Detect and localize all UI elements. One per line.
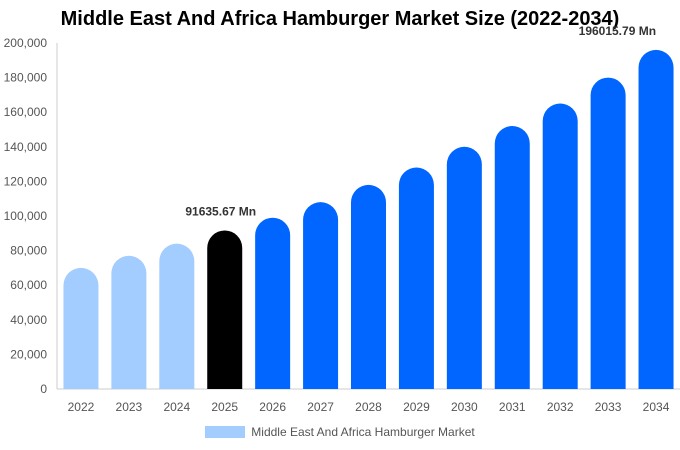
x-tick-label: 2025 xyxy=(211,400,238,414)
bar-2023 xyxy=(111,255,147,389)
x-tick-label: 2032 xyxy=(547,400,574,414)
bar-2022 xyxy=(63,267,99,389)
x-tick-label: 2031 xyxy=(499,400,526,414)
x-tick-label: 2027 xyxy=(307,400,334,414)
data-label-2025: 91635.67 Mn xyxy=(185,204,256,218)
bar-2025 xyxy=(207,230,243,389)
y-tick-label: 160,000 xyxy=(4,105,48,119)
data-label-2034: 196015.79 Mn xyxy=(579,24,656,38)
x-tick-label: 2030 xyxy=(451,400,478,414)
bar-2032 xyxy=(542,103,578,390)
bars xyxy=(63,49,674,390)
y-tick-label: 100,000 xyxy=(4,209,48,223)
y-tick-label: 40,000 xyxy=(10,313,47,327)
bar-2026 xyxy=(255,217,291,389)
legend-swatch xyxy=(205,426,246,438)
y-tick-label: 120,000 xyxy=(4,174,48,188)
labels: 2022 2023 2024 2025 2026 2027 2028 2029 2030 2031… xyxy=(68,24,670,414)
bar-2028 xyxy=(351,184,386,389)
legend-label: Middle East And Africa Hamburger Market xyxy=(251,425,475,439)
bar-2033 xyxy=(590,77,626,389)
y-tick-label: 80,000 xyxy=(10,244,47,258)
y-tick-label: 200,000 xyxy=(4,36,48,50)
axes: 0 20,000 40,000 60,000 80,000 100,000 120,000 1… xyxy=(4,36,680,396)
x-tick-label: 2023 xyxy=(116,400,143,414)
bar-2034 xyxy=(638,49,674,389)
y-tick-label: 60,000 xyxy=(10,278,47,292)
x-tick-label: 2028 xyxy=(355,400,382,414)
bar-2029 xyxy=(398,167,434,389)
x-tick-label: 2033 xyxy=(595,400,622,414)
x-tick-label: 2029 xyxy=(403,400,430,414)
x-tick-label: 2034 xyxy=(643,400,670,414)
bar-2030 xyxy=(446,146,482,389)
y-tick-label: 140,000 xyxy=(4,140,48,154)
x-tick-label: 2024 xyxy=(163,400,190,414)
y-tick-label: 0 xyxy=(40,382,47,396)
legend: Middle East And Africa Hamburger Market xyxy=(0,425,680,439)
x-tick-label: 2026 xyxy=(259,400,286,414)
bar-2027 xyxy=(303,202,339,389)
y-tick-label: 20,000 xyxy=(10,347,47,361)
bar-2031 xyxy=(494,126,530,389)
bar-2024 xyxy=(159,243,195,389)
chart-title: Middle East And Africa Hamburger Market … xyxy=(60,8,620,30)
x-tick-label: 2022 xyxy=(68,400,95,414)
y-tick-label: 180,000 xyxy=(4,71,48,85)
